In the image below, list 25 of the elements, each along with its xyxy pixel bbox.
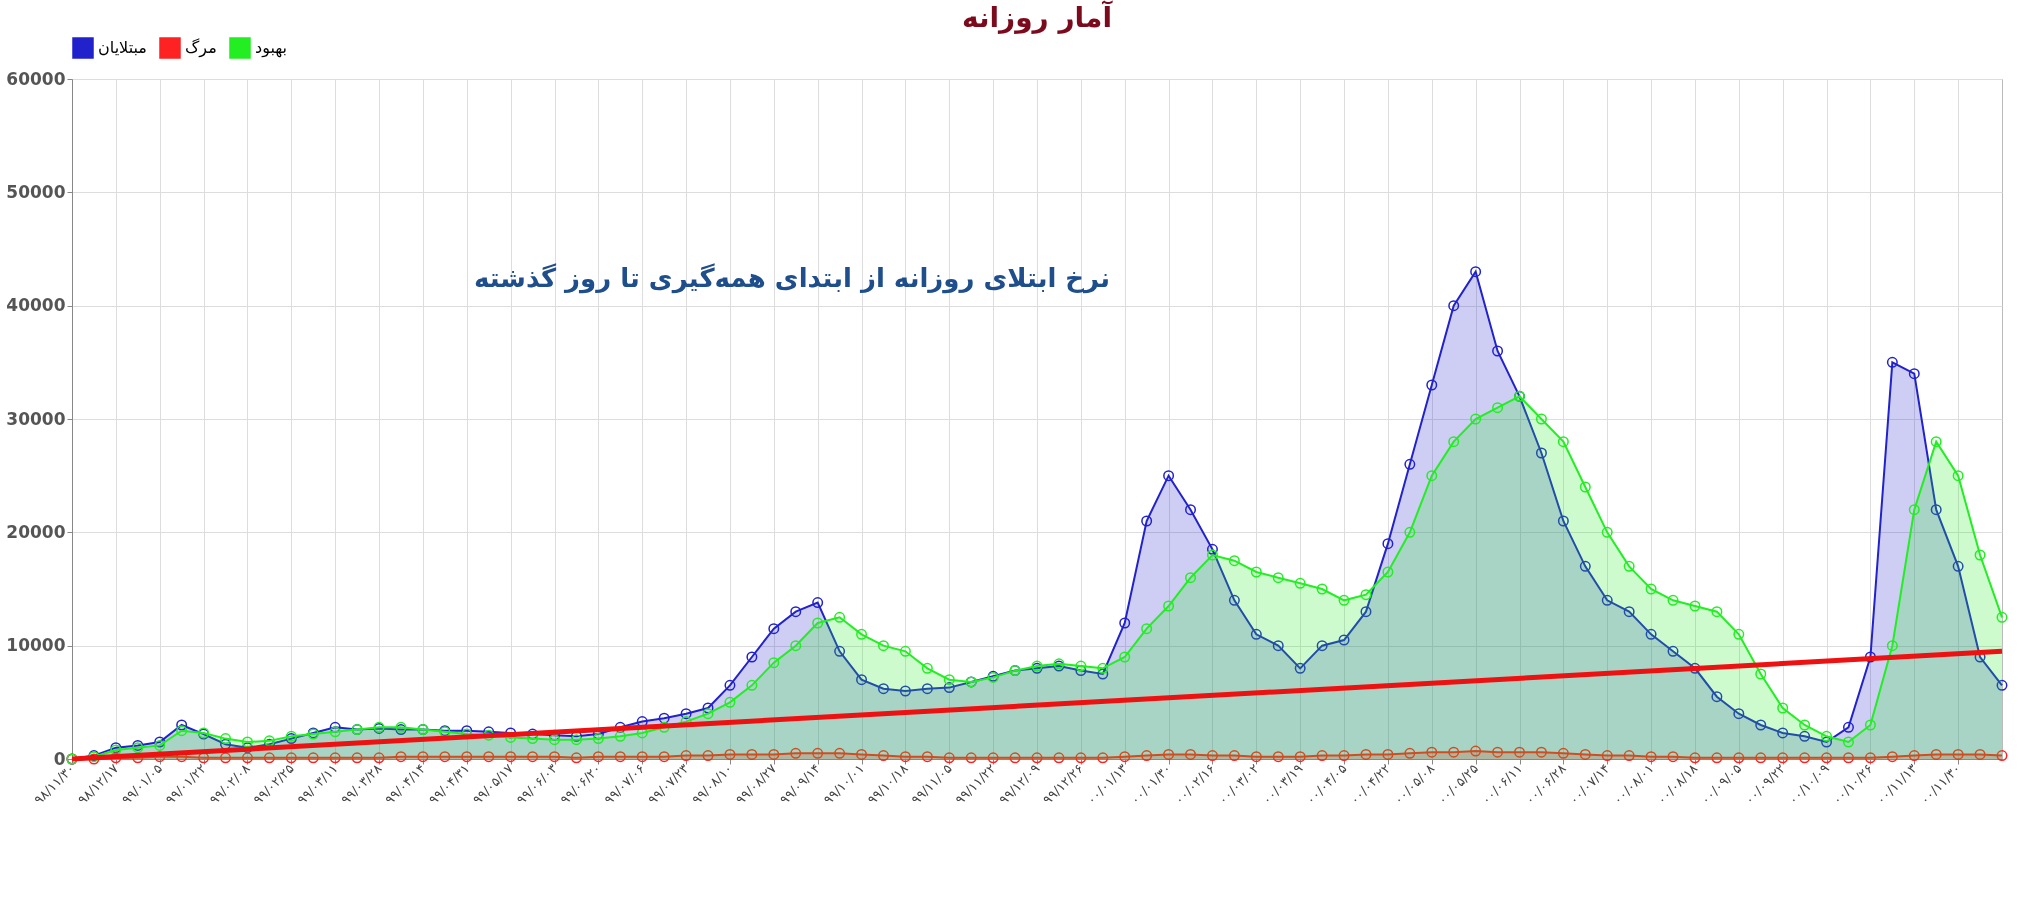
y-tick-label: 60000 xyxy=(6,68,66,89)
x-tick-label: ۹۹/۰۲/۲۵ xyxy=(250,760,297,808)
x-tick-label: ۰۰/۱۱/۱۳ xyxy=(1873,760,1920,808)
x-tick-label: ۹۹/۱۱/۰۵ xyxy=(908,760,955,808)
x-tick-label: ۰۰/۰۷/۱۴ xyxy=(1566,760,1613,808)
x-tick-label: ۰۰/۰۶/۲۸ xyxy=(1522,760,1569,808)
y-tick-label: 50000 xyxy=(6,181,66,202)
chart-title: آمار روزانه xyxy=(961,0,1114,34)
x-tick-label: ۰۰/۰۳/۱۹ xyxy=(1259,760,1306,808)
x-tick-label: ۰۰/۰۳/۰۲ xyxy=(1215,760,1262,808)
x-tick-label: ۰۰/۱۱/۳۰ xyxy=(1917,760,1964,808)
y-tick-label: 20000 xyxy=(6,521,66,542)
y-tick-label: 0 xyxy=(53,748,66,769)
legend-label: بهبود xyxy=(255,38,288,58)
x-tick-label: ۹۹/۰۳/۱۱ xyxy=(294,760,341,808)
y-tick-label: 30000 xyxy=(6,408,66,429)
legend-label: مرگ xyxy=(185,38,217,58)
x-tick-label: ۹۹/۱۱/۲۲ xyxy=(952,760,999,808)
annotation: نرخ ابتلای روزانه از ابتدای همه‌گیری تا روز گذشته xyxy=(473,263,1111,294)
y-tick-label: 40000 xyxy=(6,295,66,316)
x-tick-label: ۹۹/۰۷/۰۶ xyxy=(601,760,648,808)
legend-label: مبتلایان xyxy=(98,38,147,57)
x-tick-label: ۹۹/۱۰/۱۸ xyxy=(864,760,911,808)
x-tick-label: ۹۹/۰۶/۲۰ xyxy=(557,760,604,808)
y-tick-label: 10000 xyxy=(6,635,66,656)
